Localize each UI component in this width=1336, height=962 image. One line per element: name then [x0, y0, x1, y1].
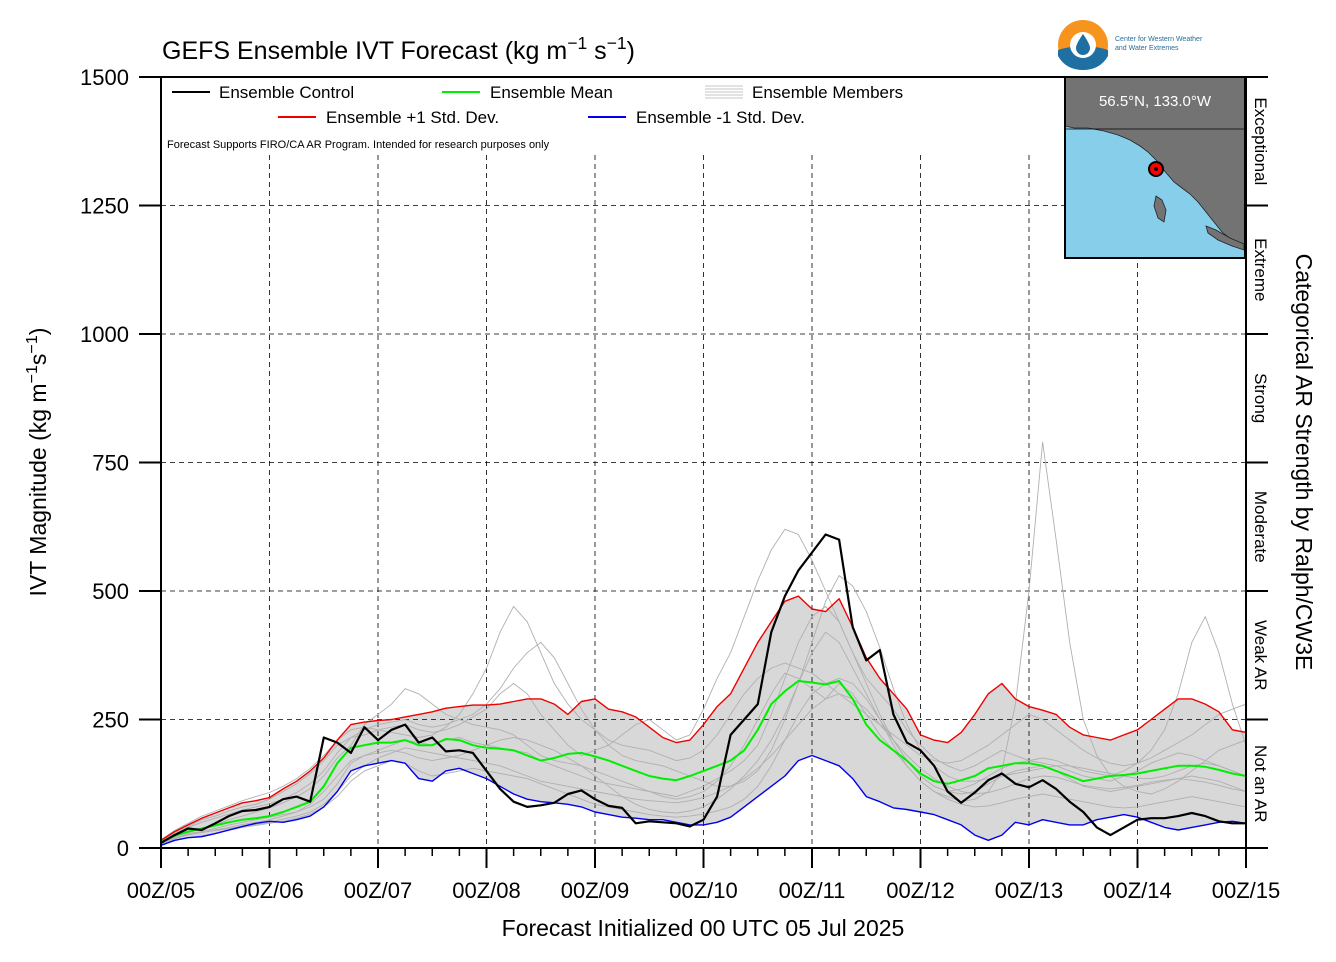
map-land [1064, 76, 1246, 246]
x-axis-title: Forecast Initialized 00 UTC 05 Jul 2025 [502, 915, 905, 941]
std-dev-spread-band [161, 596, 1246, 846]
ensemble-member-line [161, 693, 1246, 844]
y-axis: 0 250 500 750 1000 1250 1500 [80, 65, 161, 861]
category-label: Strong [1251, 373, 1270, 423]
ensemble-member-line [161, 441, 1246, 843]
legend-label: Ensemble Members [752, 83, 903, 102]
y-tick-label: 750 [92, 451, 129, 476]
inset-map: 56.5°N, 133.0°W [1064, 76, 1246, 259]
location-marker-center-icon [1154, 167, 1158, 171]
y-axis-title: IVT Magnitude (kg m−1s−1) [23, 328, 51, 597]
ensemble-member-line [161, 528, 1246, 841]
legend-label: Ensemble Control [219, 83, 354, 102]
category-label: Not an AR [1251, 745, 1270, 823]
x-tick-label: 00Z/15 [1212, 878, 1281, 903]
map-location-label: 56.5°N, 133.0°W [1099, 93, 1212, 110]
cw3e-logo: Center for Western Weather and Water Ext… [1058, 20, 1203, 70]
legend: Ensemble Control Ensemble Mean Ensemble Me… [172, 83, 903, 127]
ar-category-axis: Not an AR Weak AR Moderate Strong Extreme Exc… [1245, 76, 1270, 849]
x-tick-label: 00Z/11 [779, 878, 846, 903]
x-tick-label: 00Z/09 [561, 878, 630, 903]
ensemble-member-line [161, 605, 1246, 845]
x-axis: 00Z/05 00Z/06 00Z/07 00Z/08 00Z/09 00Z/10 00Z/… [127, 848, 1281, 903]
legend-label: Ensemble Mean [490, 83, 613, 102]
ensemble-mean-line [161, 680, 1246, 843]
x-tick-label: 00Z/05 [127, 878, 196, 903]
plus-std-dev-line [161, 595, 1246, 841]
ensemble-summary-lines [161, 533, 1246, 847]
logo-line-2: and Water Extremes [1115, 45, 1179, 52]
legend-label: Ensemble +1 Std. Dev. [326, 108, 499, 127]
category-label: Extreme [1251, 238, 1270, 301]
category-label: Weak AR [1251, 620, 1270, 691]
x-tick-label: 00Z/10 [669, 878, 738, 903]
y-tick-label: 250 [92, 708, 129, 733]
legend-label: Ensemble -1 Std. Dev. [636, 108, 805, 127]
y-tick-label: 1000 [80, 322, 129, 347]
category-label: Exceptional [1251, 97, 1270, 185]
ensemble-member-line [161, 574, 1246, 842]
y-tick-label: 0 [117, 836, 129, 861]
haida-gwaii-shape [1153, 195, 1167, 223]
ensemble-member-line [161, 615, 1246, 844]
x-tick-label: 00Z/06 [235, 878, 304, 903]
disclaimer-note: Forecast Supports FIRO/CA AR Program. In… [167, 139, 550, 151]
logo-line-1: Center for Western Weather [1115, 36, 1203, 43]
chart-title: GEFS Ensemble IVT Forecast (kg m−1 s−1) [162, 33, 635, 65]
ensemble-control-line [161, 533, 1246, 844]
y-tick-label: 1500 [80, 65, 129, 90]
y-tick-label: 500 [92, 579, 129, 604]
category-label: Moderate [1251, 491, 1270, 563]
map-frame [1064, 76, 1246, 259]
x-tick-label: 00Z/13 [995, 878, 1064, 903]
x-tick-label: 00Z/14 [1103, 878, 1172, 903]
ensemble-member-line [161, 605, 1246, 841]
y-tick-label: 1250 [80, 194, 129, 219]
category-axis-title: Categorical AR Strength by Ralph/CW3E [1291, 254, 1317, 671]
x-tick-label: 00Z/08 [452, 878, 521, 903]
water-drop-icon [1076, 34, 1090, 55]
x-tick-label: 00Z/07 [344, 878, 413, 903]
x-tick-label: 00Z/12 [886, 878, 955, 903]
minus-std-dev-line [161, 754, 1246, 847]
